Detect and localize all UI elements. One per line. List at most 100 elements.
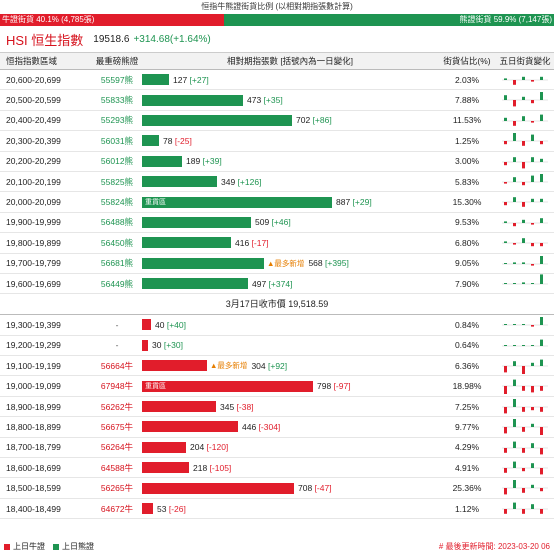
range-cell: 19,000-19,099 (6, 381, 61, 392)
warrant-code[interactable]: 56262牛 (100, 401, 134, 412)
heavy-zone-label: 重貨區 (145, 383, 166, 391)
five-day-bar (531, 175, 534, 182)
warrant-code[interactable]: 56675牛 (100, 421, 134, 432)
bull-row[interactable]: 18,500-18,599 56265牛 708 [-47] 25.36% (0, 478, 554, 499)
five-day-svg (502, 359, 548, 375)
contracts-delta: [+29] (352, 197, 372, 208)
warrant-code[interactable]: 56664牛 (100, 360, 134, 371)
bear-row[interactable]: 20,100-20,199 55825熊 349 [+126] 5.83% (0, 172, 554, 193)
bull-row[interactable]: 19,000-19,099 67948牛 重貨區 798 [-97] 18.98% (0, 376, 554, 397)
bear-row[interactable]: 19,600-19,699 56449熊 497 [+374] 7.90% (0, 274, 554, 295)
contracts-cell: 40 [+40] (142, 315, 438, 334)
contracts-cell: 446 [-304] (142, 417, 438, 436)
contracts-label: 887 [+29] (336, 197, 372, 207)
range-cell: 19,300-19,399 (6, 319, 61, 330)
bull-row[interactable]: 18,600-18,699 64588牛 218 [-105] 4.91% (0, 458, 554, 479)
bull-row[interactable]: 19,300-19,399 - 40 [+40] 0.84% (0, 315, 554, 336)
five-day-bar (531, 325, 534, 327)
five-day-bar (522, 282, 525, 284)
warrant-code[interactable]: 64588牛 (100, 462, 134, 473)
range-cell: 18,500-18,599 (6, 483, 61, 494)
warrant-code[interactable]: 56449熊 (100, 278, 134, 289)
contracts-delta: [+92] (268, 360, 288, 371)
contracts-bar: 重貨區 (142, 380, 313, 392)
contracts-bar (142, 319, 151, 331)
five-day-bar (504, 366, 507, 373)
five-day-bar (504, 344, 507, 346)
five-day-bar (513, 502, 516, 509)
bull-row[interactable]: 18,900-18,999 56262牛 345 [-38] 7.25% (0, 397, 554, 418)
warrant-code[interactable]: 55833熊 (100, 95, 134, 106)
contracts-value: 497 (252, 278, 267, 289)
five-day-bar (531, 80, 534, 82)
contracts-bar (142, 421, 238, 433)
warrant-code[interactable]: 56488熊 (100, 217, 134, 228)
warrant-code[interactable]: 56031熊 (100, 135, 134, 146)
warrant-code[interactable]: 55293熊 (100, 115, 134, 126)
contracts-value: 708 (298, 483, 313, 494)
share-pct: 6.36% (454, 360, 480, 371)
contracts-value: 473 (247, 95, 262, 106)
bear-row[interactable]: 20,500-20,599 55833熊 473 [+35] 7.88% (0, 90, 554, 111)
bear-row[interactable]: 20,000-20,099 55824熊 重貨區 887 [+29] 15.30% (0, 192, 554, 213)
five-day-svg (502, 238, 548, 247)
warrant-code[interactable]: 56012熊 (100, 156, 134, 167)
bear-row[interactable]: 20,400-20,499 55293熊 702 [+86] 11.53% (0, 111, 554, 132)
bull-row[interactable]: 19,200-19,299 - 30 [+30] 0.64% (0, 336, 554, 357)
bull-row[interactable]: 18,400-18,499 64672牛 53 [-26] 1.12% (0, 499, 554, 520)
warrant-code[interactable]: 67948牛 (100, 381, 134, 392)
bear-row[interactable]: 20,200-20,299 56012熊 189 [+39] 3.00% (0, 152, 554, 172)
warrant-code[interactable]: 56450熊 (100, 237, 134, 248)
bear-row[interactable]: 20,600-20,699 55597熊 127 [+27] 2.03% (0, 70, 554, 91)
five-day-chart (496, 172, 554, 191)
range-cell: 18,800-18,899 (6, 421, 61, 432)
contracts-value: 204 (190, 442, 205, 453)
contracts-delta: [-38] (236, 401, 254, 412)
contracts-delta: [+126] (237, 176, 262, 187)
share-pct: 4.91% (454, 462, 480, 473)
five-day-bar (504, 508, 507, 514)
five-day-svg (502, 92, 548, 107)
five-day-bar (522, 161, 525, 168)
contracts-delta: [+395] (325, 258, 349, 269)
five-day-chart (496, 417, 554, 436)
bull-row[interactable]: 18,800-18,899 56675牛 446 [-304] 9.77% (0, 417, 554, 438)
bear-row[interactable]: 19,800-19,899 56450熊 416 [-17] 6.80% (0, 233, 554, 254)
warrant-code[interactable]: 55825熊 (100, 176, 134, 187)
contracts-bar (142, 155, 182, 167)
five-day-bar (504, 386, 507, 395)
warrant-code[interactable]: 55597熊 (100, 74, 134, 85)
bull-row[interactable]: 18,700-18,799 56264牛 204 [-120] 4.29% (0, 438, 554, 459)
bull-legend-swatch (4, 543, 10, 550)
five-day-bar (513, 441, 516, 448)
five-day-bar (504, 181, 507, 184)
five-day-chart (496, 131, 554, 150)
warrant-code[interactable]: 56265牛 (100, 483, 134, 494)
contracts-cell: 416 [-17] (142, 233, 438, 252)
five-day-bar (522, 344, 525, 346)
contracts-value: 416 (235, 237, 250, 248)
contracts-delta: [-120] (206, 442, 229, 453)
contracts-value: 702 (296, 115, 311, 126)
warrant-code[interactable]: 56264牛 (100, 442, 134, 453)
range-cell: 19,200-19,299 (6, 340, 61, 351)
contracts-cell: 重貨區 798 [-97] (142, 376, 438, 395)
share-pct: 9.05% (454, 258, 480, 269)
warrant-code[interactable]: 55824熊 (100, 197, 134, 208)
bear-row[interactable]: 20,300-20,399 56031熊 78 [-25] 1.25% (0, 131, 554, 152)
index-name[interactable]: HSI 恒生指數 (6, 32, 84, 48)
warrant-code[interactable]: 56681熊 (100, 258, 134, 269)
bull-row[interactable]: 19,100-19,199 56664牛 ▲最多新增 304 [+92] 6.36% (0, 356, 554, 377)
share-pct: 6.80% (454, 237, 480, 248)
bear-row[interactable]: 19,900-19,999 56488熊 509 [+46] 9.53% (0, 213, 554, 234)
range-cell: 20,300-20,399 (6, 135, 61, 146)
range-cell: 20,400-20,499 (6, 115, 61, 126)
bear-table: 20,600-20,699 55597熊 127 [+27] 2.03% 20,500-… (0, 70, 554, 295)
contracts-label: 416 [-17] (235, 238, 269, 248)
five-day-bar (522, 386, 525, 392)
warrant-code[interactable]: 64672牛 (100, 503, 134, 514)
bear-row[interactable]: 19,700-19,799 56681熊 ▲最多新增 568 [+395] 9.05% (0, 254, 554, 274)
five-day-bar (504, 161, 507, 165)
bull-ratio: 牛證街貨 40.1% (4,785張) (0, 14, 225, 26)
warrant-code: - (115, 340, 119, 351)
